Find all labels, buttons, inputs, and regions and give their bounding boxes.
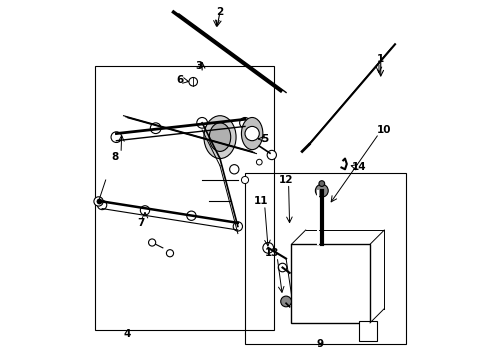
Bar: [359, 321, 377, 341]
Circle shape: [281, 296, 292, 307]
Circle shape: [240, 117, 250, 128]
Text: 9: 9: [317, 339, 323, 349]
Circle shape: [256, 159, 262, 165]
Text: 5: 5: [261, 134, 268, 144]
Ellipse shape: [209, 123, 231, 152]
Circle shape: [150, 123, 161, 134]
Text: 3: 3: [195, 61, 202, 71]
Text: 13: 13: [265, 248, 279, 258]
Circle shape: [111, 132, 122, 143]
Text: 11: 11: [254, 197, 269, 206]
Ellipse shape: [242, 117, 263, 150]
Circle shape: [316, 184, 328, 197]
Circle shape: [230, 165, 239, 174]
Text: 1: 1: [377, 54, 384, 64]
Bar: [292, 244, 370, 323]
Text: 7: 7: [138, 218, 145, 228]
Circle shape: [140, 206, 149, 215]
Circle shape: [278, 263, 287, 272]
Circle shape: [197, 117, 207, 128]
Circle shape: [242, 176, 248, 184]
Circle shape: [148, 239, 156, 246]
Circle shape: [167, 249, 173, 257]
Circle shape: [267, 150, 276, 159]
Circle shape: [187, 211, 196, 220]
Circle shape: [245, 126, 259, 141]
Circle shape: [189, 77, 197, 86]
Text: 12: 12: [279, 175, 294, 185]
Circle shape: [233, 222, 243, 231]
Text: 6: 6: [176, 75, 184, 85]
Circle shape: [263, 243, 273, 253]
Text: 4: 4: [123, 329, 131, 339]
Circle shape: [319, 181, 325, 186]
Bar: [95, 66, 273, 330]
Bar: [245, 173, 406, 344]
Circle shape: [98, 201, 107, 210]
Text: 10: 10: [377, 125, 392, 135]
Circle shape: [94, 197, 103, 206]
Ellipse shape: [204, 116, 236, 158]
Text: 8: 8: [111, 152, 118, 162]
Text: 14: 14: [352, 162, 367, 172]
Text: 2: 2: [217, 7, 223, 17]
